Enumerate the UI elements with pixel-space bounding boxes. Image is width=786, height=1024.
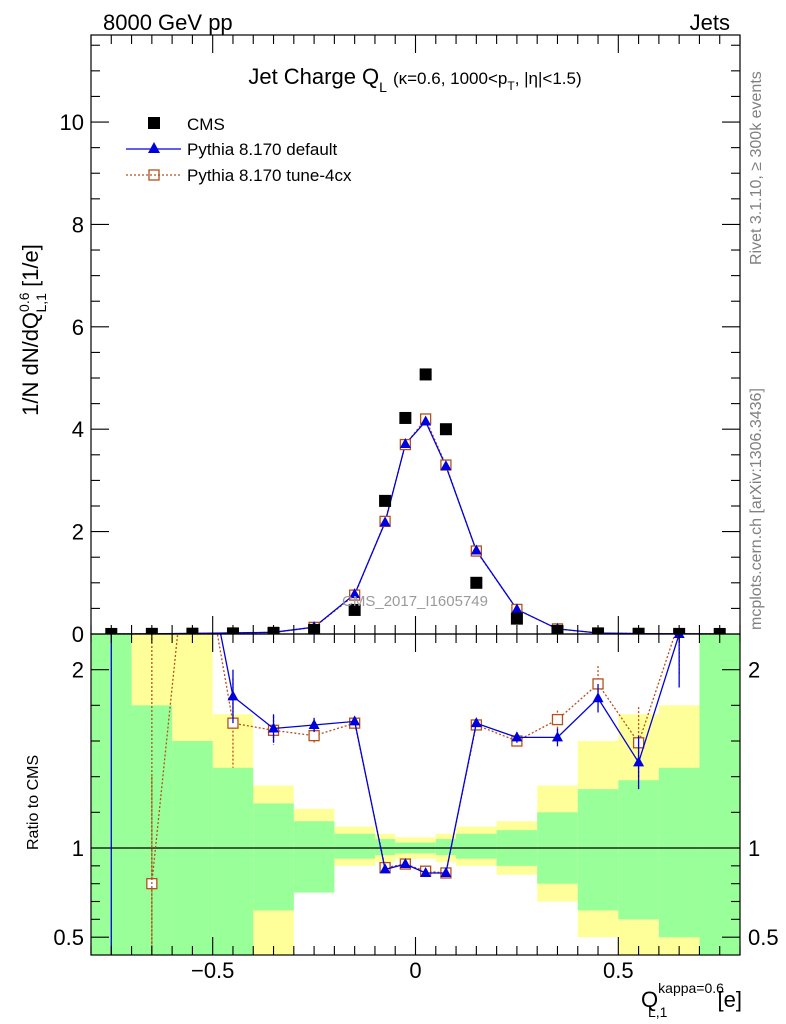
ratio-point-tune-13 (551, 713, 564, 726)
band-inner-4 (253, 803, 294, 911)
band-inner-3 (212, 767, 254, 955)
point-default-6 (349, 588, 361, 599)
ratio-point-default-13 (551, 731, 563, 742)
band-inner-17 (699, 634, 740, 955)
y-tick-label-main-3: 6 (72, 315, 84, 340)
y-tick-label-ratio-right-0: 0.5 (748, 925, 779, 950)
y-tick-label-main-0: 0 (72, 622, 84, 647)
ratio-point-default-14 (592, 692, 604, 703)
ratio-point-default-0 (106, 575, 117, 585)
ratio-point-default-12 (511, 731, 523, 742)
ratio-point-default-8 (399, 858, 411, 869)
y-tick-label-ratio-right-2: 2 (748, 658, 760, 683)
point-default-7 (379, 516, 391, 527)
point-cms-9 (419, 368, 432, 381)
ratio-point-default-5 (308, 718, 320, 729)
legend-label-cms: CMS (187, 115, 225, 134)
band-inner-14 (577, 789, 619, 911)
point-cms-6 (348, 603, 361, 616)
ratio-plot-area (91, 485, 740, 955)
band-inner-2 (172, 741, 213, 955)
point-cms-7 (379, 494, 392, 507)
legend-marker-cms (148, 117, 160, 129)
point-cms-10 (439, 423, 452, 436)
x-tick-label-2: 0.5 (603, 958, 634, 983)
ratio-point-default-15 (633, 756, 645, 767)
main-title: Jet Charge QL (κ=0.6, 1000<pT, |η|<1.5) (248, 64, 581, 95)
legend: CMS Pythia 8.170 default Pythia 8.170 tu… (126, 115, 352, 185)
ratio-point-tune-2 (187, 486, 197, 496)
point-default-12 (511, 603, 523, 614)
band-inner-11 (456, 833, 497, 859)
header-right: Jets (690, 10, 730, 35)
band-inner-15 (618, 780, 659, 920)
point-default-9 (420, 415, 432, 426)
point-default-10 (440, 460, 452, 471)
axes: −0.5 0 0.5 0 2 4 6 8 10 0.5 0.5 1 1 2 2 (53, 35, 779, 983)
ratio-point-default-4 (268, 722, 280, 733)
ratio-line-tune (151, 634, 676, 884)
point-cms-11 (470, 576, 483, 589)
ratio-point-default-3 (227, 690, 239, 701)
legend-entry-tune: Pythia 8.170 tune-4cx (126, 166, 352, 185)
point-default-11 (470, 544, 482, 555)
band-inner-6 (334, 833, 375, 859)
legend-entry-default: Pythia 8.170 default (126, 140, 338, 159)
x-tick-label-1: 0 (409, 958, 421, 983)
legend-label-tune: Pythia 8.170 tune-4cx (187, 166, 352, 185)
y-tick-label-main-2: 4 (72, 417, 84, 442)
line-default (111, 420, 720, 634)
legend-marker-default (148, 142, 160, 153)
ratio-point-default-6 (349, 715, 361, 726)
header-left: 8000 GeV pp (103, 10, 233, 35)
mcplots-label: mcplots.cern.ch [arXiv:1306.3436] (748, 388, 765, 630)
legend-entry-cms: CMS (148, 115, 225, 134)
point-cms-12 (510, 612, 523, 625)
y-tick-label-ratio-right-1: 1 (748, 836, 760, 861)
legend-marker-tune (148, 169, 160, 181)
ratio-line-default (219, 634, 680, 874)
point-cms-8 (399, 411, 412, 424)
y-tick-label-main-1: 2 (72, 520, 84, 545)
point-default-8 (399, 438, 411, 449)
band-inner-7 (374, 839, 396, 856)
main-y-axis-label: 1/N dN/dQ0.6L,1 [1/e] (16, 244, 49, 416)
ratio-y-axis-label: Ratio to CMS (25, 755, 42, 850)
y-tick-label-main-4: 8 (72, 212, 84, 237)
y-tick-label-main-5: 10 (60, 110, 84, 135)
rivet-label: Rivet 3.1.10, ≥ 300k events (748, 71, 765, 265)
ratio-point-tune-5 (308, 730, 320, 742)
legend-label-default: Pythia 8.170 default (187, 140, 338, 159)
y-tick-label-ratio-left-0: 0.5 (53, 925, 84, 950)
x-tick-label-0: −0.5 (191, 958, 234, 983)
ratio-point-default-9 (420, 866, 432, 877)
ratio-point-default-7 (379, 863, 391, 874)
x-axis-label: Qkappa=0.6 L,1 [e] (641, 980, 742, 1020)
y-tick-label-ratio-left-1: 1 (72, 836, 84, 861)
analysis-watermark: CMS_2017_I1605749 (342, 593, 488, 610)
ratio-uncertainty-bands (91, 634, 740, 955)
ratio-point-default-2 (187, 485, 198, 495)
ratio-point-default-11 (470, 717, 482, 728)
y-tick-label-ratio-left-2: 2 (72, 658, 84, 683)
band-inner-5 (293, 821, 335, 893)
ratio-point-default-10 (440, 866, 452, 877)
band-inner-16 (658, 767, 700, 938)
